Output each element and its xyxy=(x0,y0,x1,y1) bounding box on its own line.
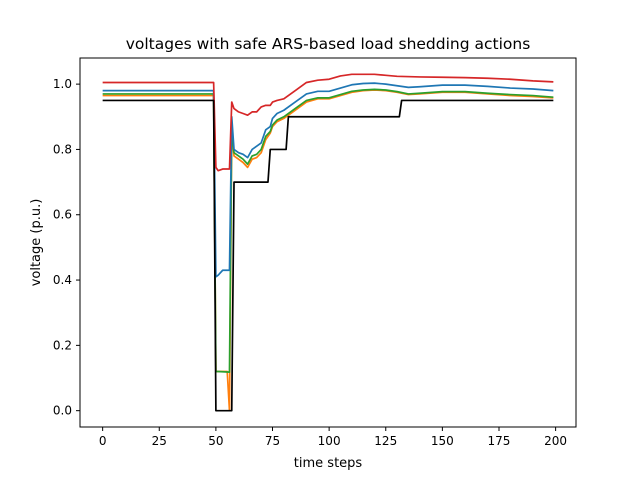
y-tick-label: 0.4 xyxy=(53,273,72,287)
y-tick-label: 0.6 xyxy=(53,208,72,222)
series-line-4 xyxy=(102,73,554,172)
x-axis-ticks: 0 25 50 75 100 125 150 175 200 xyxy=(99,427,567,448)
y-axis-ticks: 0.0 0.2 0.4 0.6 0.8 1.0 xyxy=(53,77,80,418)
series-layer xyxy=(102,73,554,412)
x-axis-label: time steps xyxy=(294,456,363,471)
x-tick-label: 175 xyxy=(488,434,511,448)
x-tick-label: 125 xyxy=(374,434,397,448)
y-tick-label: 1.0 xyxy=(53,77,72,91)
x-tick-label: 100 xyxy=(318,434,341,448)
chart-title: voltages with safe ARS-based load sheddi… xyxy=(126,35,531,53)
y-tick-label: 0.2 xyxy=(53,338,72,352)
x-tick-label: 50 xyxy=(208,434,223,448)
y-tick-label: 0.8 xyxy=(53,142,72,156)
y-tick-label: 0.0 xyxy=(53,404,72,418)
y-axis-label: voltage (p.u.) xyxy=(29,199,44,287)
x-tick-label: 75 xyxy=(265,434,280,448)
x-tick-label: 25 xyxy=(152,434,167,448)
x-tick-label: 150 xyxy=(431,434,454,448)
x-tick-label: 0 xyxy=(99,434,107,448)
series-line-5 xyxy=(102,99,554,412)
plot-frame xyxy=(79,57,577,428)
plot-area xyxy=(80,58,576,427)
x-tick-label: 200 xyxy=(544,434,567,448)
